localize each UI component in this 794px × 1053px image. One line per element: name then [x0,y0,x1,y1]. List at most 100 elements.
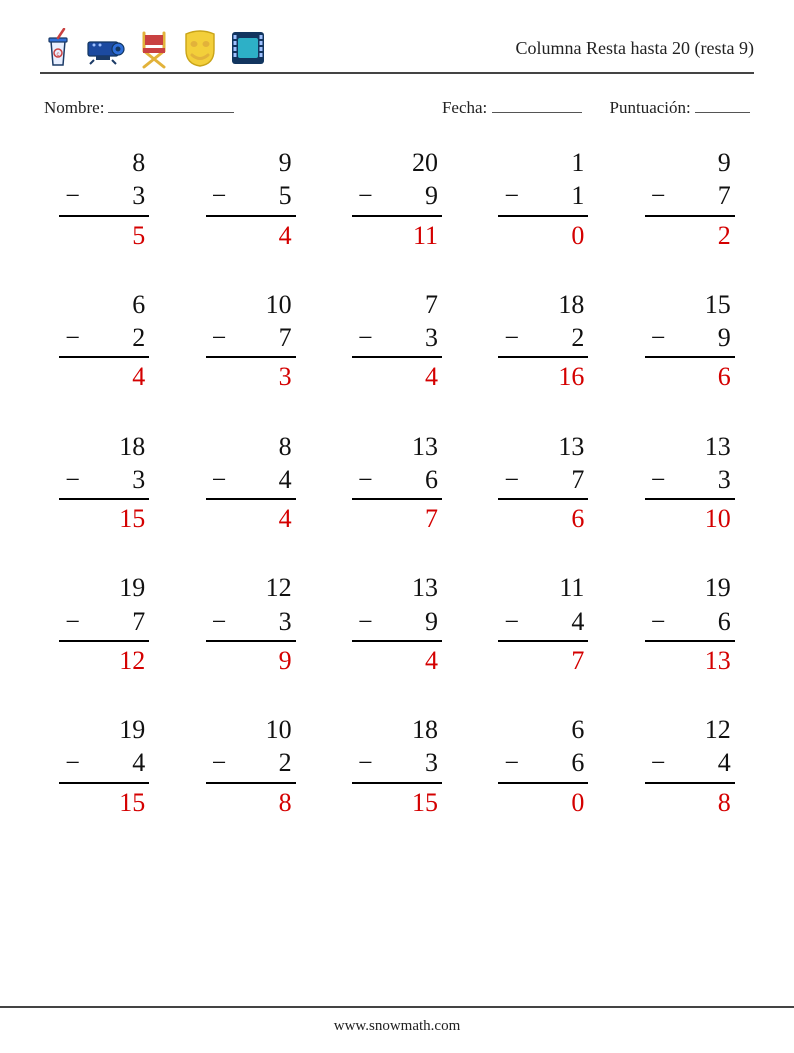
subtrahend-row: −5 [206,179,296,216]
subtrahend-row: −7 [498,463,588,500]
subtrahend-row: −3 [59,179,149,216]
minus-sign: − [651,179,666,212]
answer: 10 [705,500,735,535]
subtrahend: 6 [425,463,438,496]
minus-sign: − [65,463,80,496]
minus-sign: − [504,605,519,638]
subtrahend-row: −4 [59,746,149,783]
answer: 4 [425,358,442,393]
answer: 11 [413,217,442,252]
subtraction-problem: 20 − 9 11 [352,146,442,252]
minuend: 10 [266,288,296,321]
header-bar: c [40,24,754,74]
name-blank[interactable] [108,112,234,113]
subtraction-problem: 13−94 [352,571,442,677]
subtrahend: 6 [718,605,731,638]
subtraction-problem: 9−72 [645,146,735,252]
minuend: 13 [412,571,442,604]
answer: 16 [558,358,588,393]
answer: 0 [571,784,588,819]
subtrahend-row: −9 [645,321,735,358]
minuend: 7 [425,288,442,321]
answer: 4 [279,217,296,252]
subtrahend: 3 [132,179,145,212]
minuend: 18 [558,288,588,321]
score-blank[interactable] [695,112,750,113]
minus-sign: − [504,463,519,496]
minus-sign: − [65,321,80,354]
answer: 4 [425,642,442,677]
info-row: Nombre: Fecha: Puntuación: [40,98,754,118]
problem-grid: 8−359−5420−9111−109−726−2410−737−3418−21… [40,146,754,819]
subtrahend-row: −4 [498,605,588,642]
answer: 9 [279,642,296,677]
theater-mask-icon [180,28,220,68]
minus-sign: − [212,463,227,496]
subtraction-problem: 18−315 [352,713,442,819]
minus-sign: − [504,179,519,212]
header-icon-row: c [40,27,268,69]
minuend: 8 [132,146,149,179]
minuend: 9 [279,146,296,179]
minuend: 10 [266,713,296,746]
subtrahend: 3 [279,605,292,638]
projector-icon [84,28,128,68]
minus-sign: − [212,605,227,638]
subtraction-problem: 9−54 [206,146,296,252]
answer: 8 [718,784,735,819]
soda-cup-icon: c [40,28,76,68]
subtraction-problem: 15−96 [645,288,735,394]
answer: 8 [279,784,296,819]
subtrahend: 7 [718,179,731,212]
subtrahend: 4 [132,746,145,779]
subtrahend: 7 [571,463,584,496]
worksheet-title: Columna Resta hasta 20 (resta 9) [516,38,754,59]
minus-sign: − [212,746,227,779]
subtrahend: 4 [718,746,731,779]
answer: 2 [718,217,735,252]
name-label: Nombre: [44,98,104,118]
subtrahend: 9 [425,605,438,638]
subtraction-problem: 10−73 [206,288,296,394]
subtraction-problem: 10−28 [206,713,296,819]
minuend: 12 [705,713,735,746]
minus-sign: − [358,321,373,354]
subtraction-problem: 6−24 [59,288,149,394]
director-chair-icon [136,27,172,69]
minus-sign: − [504,321,519,354]
subtrahend: 9 [718,321,731,354]
subtrahend-row: −3 [352,746,442,783]
subtrahend-row: −7 [645,179,735,216]
minus-sign: − [65,605,80,638]
subtraction-problem: 13−76 [498,430,588,536]
subtrahend: 9 [425,179,438,212]
subtrahend-row: −6 [352,463,442,500]
subtrahend: 3 [718,463,731,496]
subtrahend-row: −1 [498,179,588,216]
subtrahend-row: −2 [498,321,588,358]
subtrahend: 7 [279,321,292,354]
subtrahend-row: −9 [352,605,442,642]
subtrahend: 3 [132,463,145,496]
minus-sign: − [358,179,373,212]
subtrahend-row: −6 [645,605,735,642]
subtrahend: 5 [279,179,292,212]
subtraction-problem: 19−415 [59,713,149,819]
minus-sign: − [504,746,519,779]
subtraction-problem: 8−35 [59,146,149,252]
date-blank[interactable] [492,112,582,113]
minuend: 9 [718,146,735,179]
subtraction-problem: 13−310 [645,430,735,536]
subtrahend-row: −4 [645,746,735,783]
answer: 4 [279,500,296,535]
subtrahend: 3 [425,746,438,779]
subtraction-problem: 19−712 [59,571,149,677]
date-label: Fecha: [442,98,487,117]
minus-sign: − [651,605,666,638]
minuend: 19 [705,571,735,604]
minus-sign: − [651,321,666,354]
subtrahend-row: −3 [645,463,735,500]
subtrahend-row: −6 [498,746,588,783]
answer: 13 [705,642,735,677]
minuend: 20 [412,146,442,179]
